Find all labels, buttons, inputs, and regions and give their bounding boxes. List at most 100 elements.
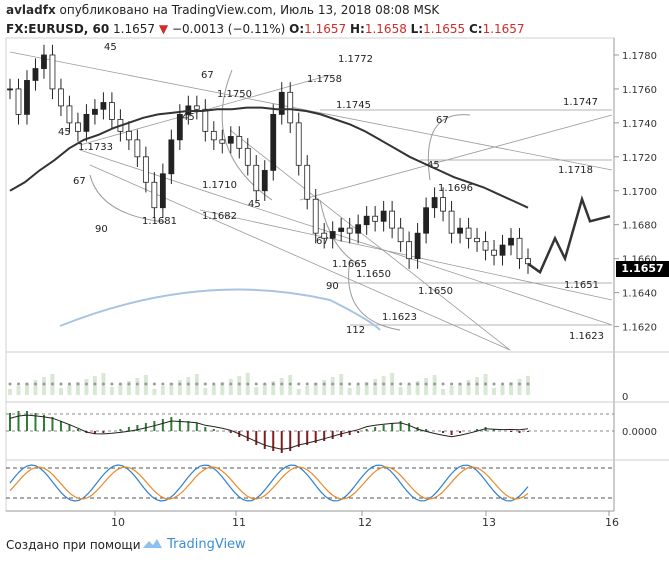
- high-value: 1.1658: [364, 22, 407, 36]
- candle-body: [261, 169, 268, 192]
- candle-body: [142, 156, 149, 183]
- volume-ma-dot: [390, 382, 394, 386]
- price-level-label: 1.1623: [569, 331, 604, 342]
- macd-pane: 0.0000: [6, 411, 657, 453]
- volume-bar: [279, 378, 284, 395]
- volume-bar: [109, 387, 114, 395]
- candle-body: [219, 139, 226, 144]
- volume-bar: [517, 379, 522, 395]
- volume-ma-dot: [246, 382, 250, 386]
- stoch-k-line: [9, 464, 529, 502]
- angle-label: 67: [73, 176, 86, 187]
- volume-bar: [118, 384, 123, 395]
- volume-ma-dot: [254, 382, 258, 386]
- volume-bar: [373, 379, 378, 395]
- author-name[interactable]: avladfx: [6, 3, 56, 17]
- candle-body: [304, 164, 311, 200]
- stochastic-pane: [6, 464, 614, 502]
- volume-bar: [203, 388, 208, 395]
- candle-body: [363, 215, 370, 226]
- price-level-label: 1.1710: [202, 180, 237, 191]
- volume-ma-dot: [127, 382, 131, 386]
- volume-bar: [262, 384, 267, 395]
- candle-body: [159, 173, 166, 209]
- candle-body: [134, 139, 141, 158]
- candle-body: [24, 80, 30, 115]
- volume-bar: [322, 380, 327, 395]
- brand-name: TradingView: [167, 537, 246, 552]
- candle-body: [287, 91, 294, 124]
- volume-ma-dot: [467, 382, 471, 386]
- volume-ma-dot: [475, 382, 479, 386]
- price-level-label: 1.1750: [217, 89, 252, 100]
- volume-bar: [441, 389, 446, 395]
- volume-ma-dot: [458, 382, 462, 386]
- volume-ma-dot: [305, 382, 309, 386]
- symbol-label: FX:EURUSD, 60: [6, 22, 110, 36]
- volume-bar: [509, 382, 514, 395]
- volume-pane: 0: [8, 373, 628, 403]
- volume-ma-dot: [297, 382, 301, 386]
- volume-bar: [211, 385, 216, 395]
- candle-body: [482, 241, 489, 251]
- y-tick-label: 1.1640: [622, 289, 657, 300]
- volume-bar: [466, 380, 471, 395]
- volume-ma-dot: [373, 382, 377, 386]
- volume-ma-dot: [220, 382, 224, 386]
- volume-ma-dot: [492, 382, 496, 386]
- open-value: 1.1657: [304, 22, 347, 36]
- candle-body: [109, 102, 115, 120]
- last-price: 1.1657: [113, 22, 156, 36]
- volume-ma-dot: [50, 382, 54, 386]
- volume-bar: [415, 381, 420, 395]
- volume-ma-dot: [407, 382, 411, 386]
- candle-body: [414, 232, 421, 260]
- volume-bar: [152, 389, 157, 395]
- candle-body: [75, 122, 81, 132]
- tradingview-brand[interactable]: TradingView: [141, 536, 246, 552]
- trend-line: [9, 51, 613, 171]
- created-with-text: Создано при помощи: [6, 538, 141, 552]
- price-level-label: 1.1681: [142, 216, 177, 227]
- volume-ma-dot: [212, 382, 216, 386]
- candle-body: [151, 181, 158, 209]
- volume-bar: [254, 387, 259, 395]
- price-level-label: 1.1696: [438, 183, 473, 194]
- trend-line: [229, 129, 511, 351]
- y-tick-label: 1.1620: [622, 323, 657, 334]
- y-tick-label: 1.1740: [622, 119, 657, 130]
- candle-body: [431, 197, 438, 209]
- volume-bar: [160, 386, 165, 395]
- y-tick-label: 1.1780: [622, 51, 657, 62]
- volume-ma-dot: [93, 382, 97, 386]
- candle-body: [440, 197, 446, 212]
- price-level-label: 1.1758: [307, 74, 342, 85]
- volume-ma-dot: [356, 382, 360, 386]
- price-level-label: 1.1665: [332, 259, 367, 270]
- candle-body: [66, 105, 73, 124]
- candle-body: [92, 108, 98, 115]
- volume-ma-dot: [501, 382, 505, 386]
- volume-ma-curve: [59, 288, 381, 331]
- fan-arc: [348, 259, 401, 331]
- candle-body: [321, 232, 328, 239]
- candle-body: [83, 113, 90, 132]
- published-text: опубликовано на TradingView.com, Июль 13…: [59, 3, 440, 17]
- candle-body: [32, 68, 39, 81]
- y-tick-label: 1.1680: [622, 221, 657, 232]
- volume-ma-dot: [526, 382, 530, 386]
- candle-body: [508, 237, 514, 246]
- volume-bar: [398, 387, 403, 395]
- current-price-tag: 1.1657: [616, 261, 669, 277]
- candle-body: [244, 147, 251, 166]
- angle-label: 45: [58, 127, 71, 138]
- volume-ma-dot: [135, 382, 139, 386]
- candle-body: [193, 105, 200, 110]
- volume-ma-dot: [348, 382, 352, 386]
- candle-body: [278, 91, 285, 115]
- candle-body: [380, 210, 387, 222]
- volume-ma-dot: [288, 382, 292, 386]
- angle-label: 90: [326, 281, 339, 292]
- trend-line: [79, 149, 613, 326]
